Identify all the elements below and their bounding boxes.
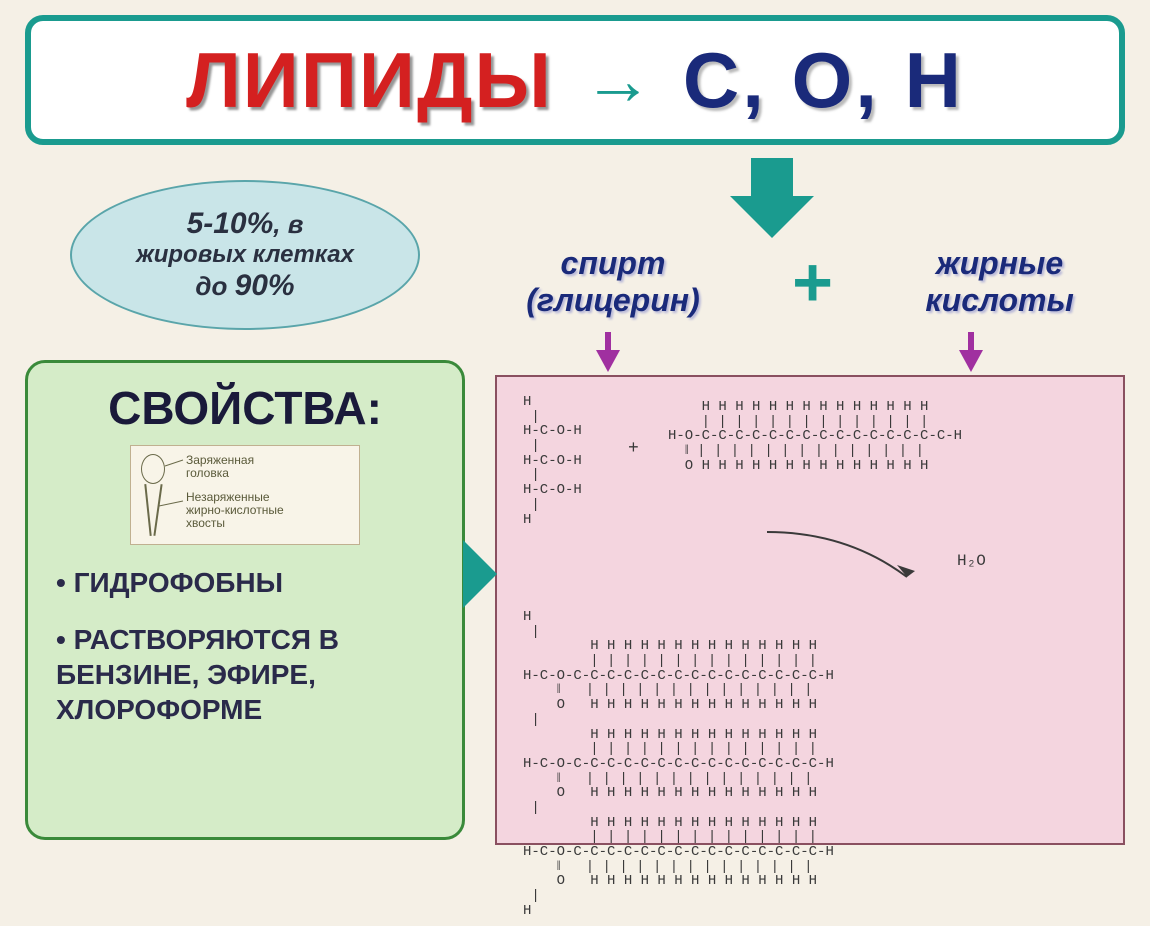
chemistry-diagram: H | H-C-O-H | H-C-O-H | H-C-O-H | H + H … (495, 375, 1125, 845)
properties-list: ГИДРОФОБНЫ РАСТВОРЯЮТСЯ В БЕНЗИНЕ, ЭФИРЕ… (50, 565, 440, 727)
ellipse-line3: до 90% (195, 269, 294, 303)
components-row: спирт (глицерин) + жирные кислоты (480, 245, 1120, 319)
purple-arrow-stem-1 (605, 332, 611, 352)
chem-triglyceride: H | H H H H H H H H H H H H H H | | | | … (517, 602, 840, 926)
title-main: ЛИПИДЫ (186, 35, 553, 126)
arrow-left-icon (463, 540, 497, 608)
purple-arrow-icon-2 (959, 350, 983, 372)
lipid-molecule-diagram: Заряженнаяголовка Незаряженныежирно-кисл… (130, 445, 360, 545)
ellipse-line1: 5-10%, в (187, 207, 304, 241)
ellipse-line2: жировых клетках (136, 241, 354, 269)
properties-box: СВОЙСТВА: Заряженнаяголовка Незаряженные… (25, 360, 465, 840)
reaction-arrow-icon (757, 527, 937, 597)
chem-fatty-acid: H H H H H H H H H H H H H H | | | | | | … (662, 392, 968, 481)
purple-arrow-stem-2 (968, 332, 974, 352)
title-elements: С, О, Н (683, 35, 964, 126)
chem-plus: + (622, 432, 645, 467)
purple-arrow-icon-1 (596, 350, 620, 372)
property-item: РАСТВОРЯЮТСЯ В БЕНЗИНЕ, ЭФИРЕ, ХЛОРОФОРМ… (56, 622, 440, 727)
arrow-down-icon (730, 158, 814, 238)
lipid-pointer-lines (131, 446, 361, 546)
title-box: ЛИПИДЫ → С, О, Н (25, 15, 1125, 145)
property-item: ГИДРОФОБНЫ (56, 565, 440, 600)
properties-title: СВОЙСТВА: (50, 381, 440, 435)
title-arrow-icon: → (583, 40, 653, 120)
component-fatty-acids: жирные кислоты (925, 245, 1073, 319)
plus-icon: + (792, 261, 833, 303)
h2o-label: H₂O (957, 552, 986, 570)
chem-glycerol: H | H-C-O-H | H-C-O-H | H-C-O-H | H (517, 387, 588, 535)
component-alcohol: спирт (глицерин) (526, 245, 700, 319)
percentage-ellipse: 5-10%, в жировых клетках до 90% (70, 180, 420, 330)
